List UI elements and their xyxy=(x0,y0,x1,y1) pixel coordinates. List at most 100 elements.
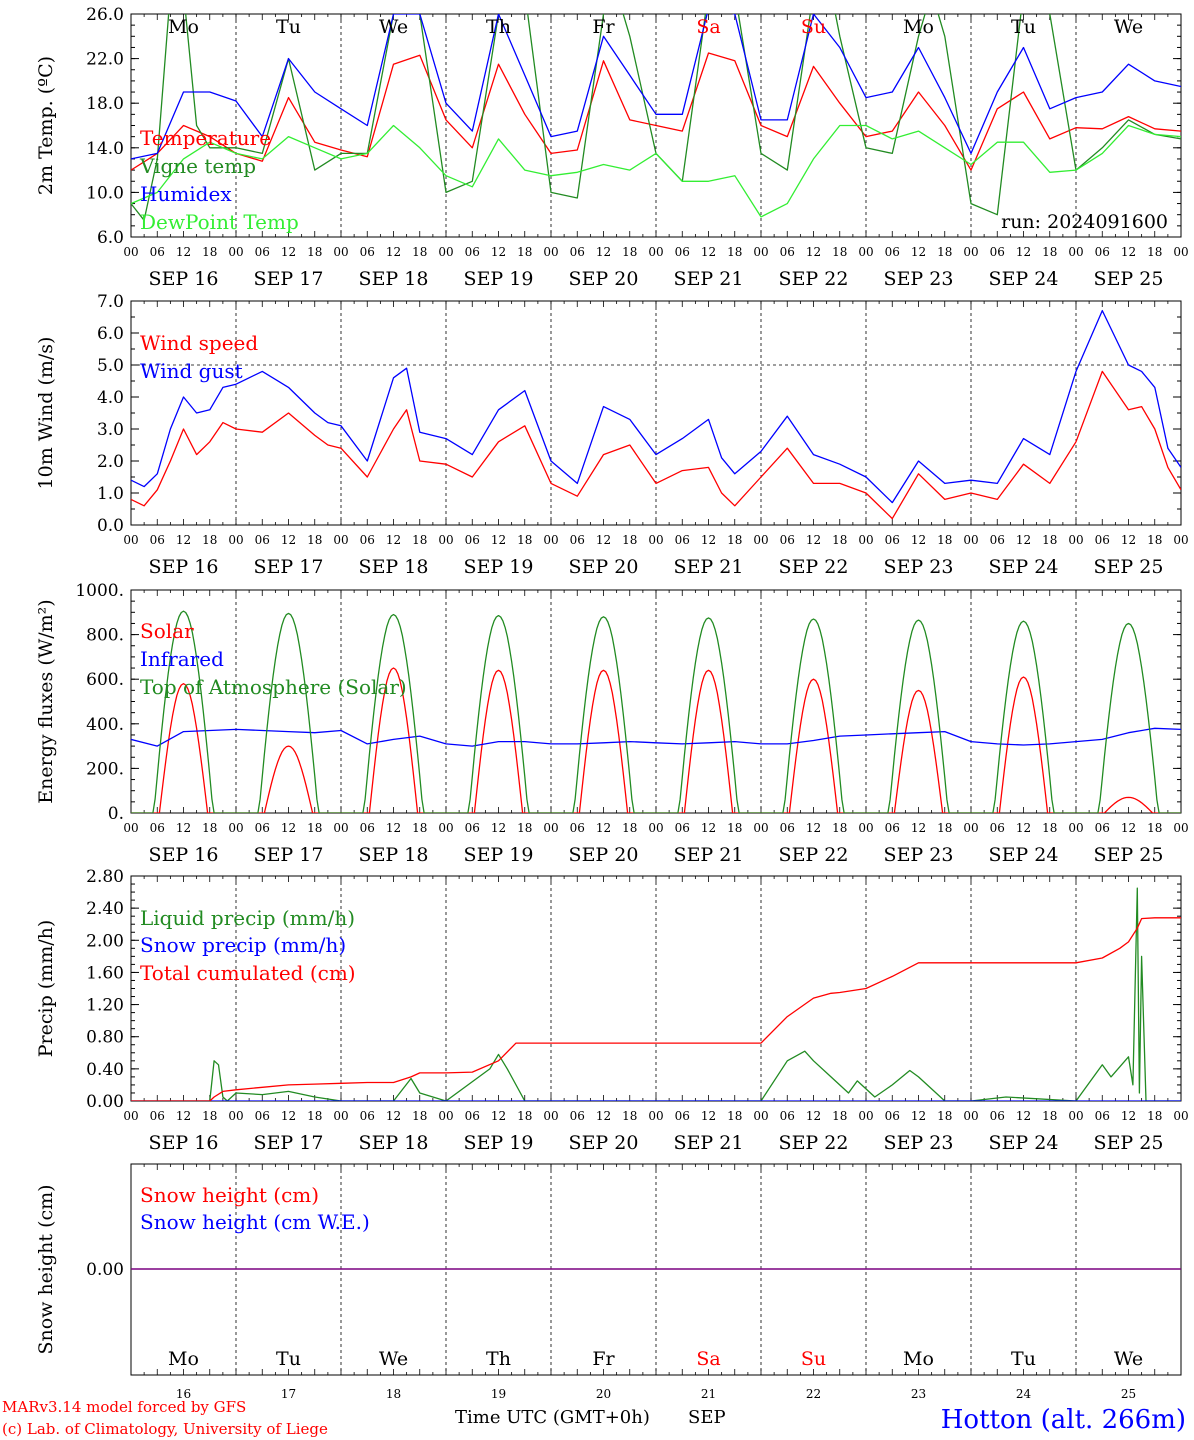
y-axis-label: 10m Wind (m/s) xyxy=(35,337,57,490)
hour-tick-label: 00 xyxy=(228,245,243,259)
hour-tick-label: 00 xyxy=(858,821,873,835)
hour-tick-label: 00 xyxy=(543,533,558,547)
date-label: SEP 22 xyxy=(779,268,849,290)
legend-entry: Snow precip (mm/h) xyxy=(140,933,346,957)
hour-tick-label: 06 xyxy=(675,1109,690,1123)
hour-tick-label: 06 xyxy=(150,533,165,547)
hour-tick-label: 00 xyxy=(1173,821,1188,835)
hour-tick-label: 06 xyxy=(570,533,585,547)
hour-tick-label: 00 xyxy=(753,533,768,547)
hour-tick-label: 12 xyxy=(806,533,821,547)
hour-tick-label: 06 xyxy=(255,1109,270,1123)
weekday-label: Sa xyxy=(696,16,720,38)
y-tick-label: 0.40 xyxy=(86,1060,124,1080)
day-number: 22 xyxy=(806,1387,821,1401)
date-label: SEP 20 xyxy=(569,1132,639,1154)
hour-tick-label: 06 xyxy=(150,1109,165,1123)
infrared-line xyxy=(131,727,1181,747)
hour-tick-label: 12 xyxy=(176,533,191,547)
hour-tick-label: 18 xyxy=(307,533,322,547)
hour-tick-label: 06 xyxy=(780,1109,795,1123)
hour-tick-label: 18 xyxy=(412,245,427,259)
hour-tick-label: 00 xyxy=(963,533,978,547)
weekday-label: We xyxy=(379,1348,408,1370)
hour-tick-label: 06 xyxy=(360,533,375,547)
date-label: SEP 20 xyxy=(569,844,639,866)
hour-tick-label: 00 xyxy=(648,821,663,835)
date-label: SEP 21 xyxy=(674,1132,744,1154)
date-label: SEP 21 xyxy=(674,844,744,866)
hour-tick-label: 12 xyxy=(386,245,401,259)
hour-tick-label: 18 xyxy=(937,533,952,547)
wind-gust-line xyxy=(131,309,1181,504)
date-label: SEP 21 xyxy=(674,268,744,290)
hour-tick-label: 06 xyxy=(255,821,270,835)
hour-tick-label: 00 xyxy=(333,245,348,259)
top-of-atmosphere-solar-line xyxy=(131,610,1181,813)
hour-tick-label: 12 xyxy=(281,1109,296,1123)
day-number: 20 xyxy=(596,1387,611,1401)
hour-tick-label: 00 xyxy=(858,1109,873,1123)
weekday-label: We xyxy=(1114,16,1143,38)
legend-entry: Solar xyxy=(140,619,194,643)
hour-tick-label: 00 xyxy=(438,1109,453,1123)
legend-entry: Top of Atmosphere (Solar) xyxy=(140,675,407,699)
hour-tick-label: 12 xyxy=(1016,245,1031,259)
hour-tick-label: 00 xyxy=(123,821,138,835)
legend-entry: Wind gust xyxy=(140,359,243,383)
hour-tick-label: 00 xyxy=(438,533,453,547)
date-label: SEP 19 xyxy=(464,1132,534,1154)
date-label: SEP 24 xyxy=(989,268,1059,290)
hour-tick-label: 00 xyxy=(1068,1109,1083,1123)
y-tick-label: 14.0 xyxy=(86,139,124,159)
hour-tick-label: 12 xyxy=(491,821,506,835)
hour-tick-label: 06 xyxy=(675,533,690,547)
weekday-label: Mo xyxy=(903,16,934,38)
time-axis-label: Time UTC (GMT+0h) xyxy=(455,1407,650,1428)
hour-tick-label: 06 xyxy=(360,1109,375,1123)
hour-tick-label: 12 xyxy=(1121,1109,1136,1123)
hour-tick-label: 00 xyxy=(858,533,873,547)
hour-tick-label: 18 xyxy=(517,1109,532,1123)
hour-tick-label: 06 xyxy=(465,1109,480,1123)
hour-tick-label: 06 xyxy=(255,533,270,547)
date-label: SEP 22 xyxy=(779,556,849,578)
y-tick-label: 7.0 xyxy=(97,292,124,312)
hour-tick-label: 06 xyxy=(885,1109,900,1123)
hour-tick-label: 06 xyxy=(1095,821,1110,835)
hour-tick-label: 00 xyxy=(438,245,453,259)
hour-tick-label: 06 xyxy=(990,821,1005,835)
y-tick-label: 2.80 xyxy=(86,867,124,887)
hour-tick-label: 18 xyxy=(727,533,742,547)
date-label: SEP 22 xyxy=(779,844,849,866)
hour-tick-label: 06 xyxy=(465,821,480,835)
total-cumulated-cm-line xyxy=(131,917,1181,1101)
legend-entry: DewPoint Temp xyxy=(140,210,299,234)
hour-tick-label: 06 xyxy=(990,533,1005,547)
date-label: SEP 24 xyxy=(989,1132,1059,1154)
hour-tick-label: 00 xyxy=(543,1109,558,1123)
weekday-label: Th xyxy=(486,1348,511,1370)
hour-tick-label: 18 xyxy=(412,533,427,547)
date-label: SEP 25 xyxy=(1094,844,1164,866)
hour-tick-label: 06 xyxy=(150,821,165,835)
hour-tick-label: 12 xyxy=(1121,821,1136,835)
hour-tick-label: 18 xyxy=(937,245,952,259)
legend-entry: Total cumulated (cm) xyxy=(140,961,356,985)
y-tick-label: 1.0 xyxy=(97,484,124,504)
weekday-label: Tu xyxy=(276,16,301,38)
panel-temperature: 00 06 12 18 00 06 12 18 00 06 12 18 00 06 12 18 00 06 12 18… xyxy=(35,5,1189,290)
hour-tick-label: 00 xyxy=(333,1109,348,1123)
hour-tick-label: 00 xyxy=(543,821,558,835)
weekday-label: Mo xyxy=(168,1348,199,1370)
hour-tick-label: 18 xyxy=(1042,245,1057,259)
weekday-label: Tu xyxy=(1011,16,1036,38)
weekday-label: Mo xyxy=(168,16,199,38)
hour-tick-label: 18 xyxy=(622,533,637,547)
hour-tick-label: 18 xyxy=(412,821,427,835)
hour-tick-label: 18 xyxy=(202,1109,217,1123)
date-label: SEP 19 xyxy=(464,556,534,578)
y-axis-label: Snow height (cm) xyxy=(35,1184,57,1354)
wind-speed-line xyxy=(131,370,1181,520)
date-label: SEP 17 xyxy=(254,268,324,290)
